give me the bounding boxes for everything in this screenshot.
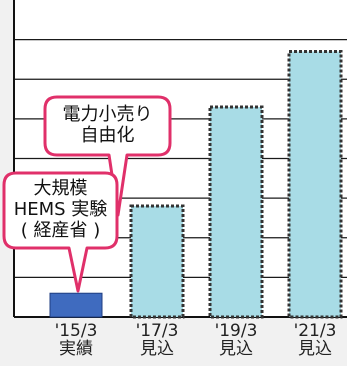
x-tick-label: '21/3 見込 [293, 321, 337, 359]
bar-3 [287, 50, 343, 319]
callout-bubble-liberalization [43, 95, 172, 217]
annotation-retail-liberalization: 電力小売り 自由化 [62, 104, 153, 146]
x-tick-label: '15/3 実績 [54, 321, 98, 359]
bar-1 [129, 204, 185, 319]
callout-bubble-hems [2, 171, 119, 293]
x-tick-label: '19/3 見込 [214, 321, 258, 359]
bar-0 [49, 292, 103, 318]
bar-2 [208, 105, 264, 319]
x-tick-label: '17/3 見込 [135, 321, 179, 359]
annotation-hems-experiment: 大規模 HEMS 実験 ( 経産省 ) [13, 178, 108, 241]
